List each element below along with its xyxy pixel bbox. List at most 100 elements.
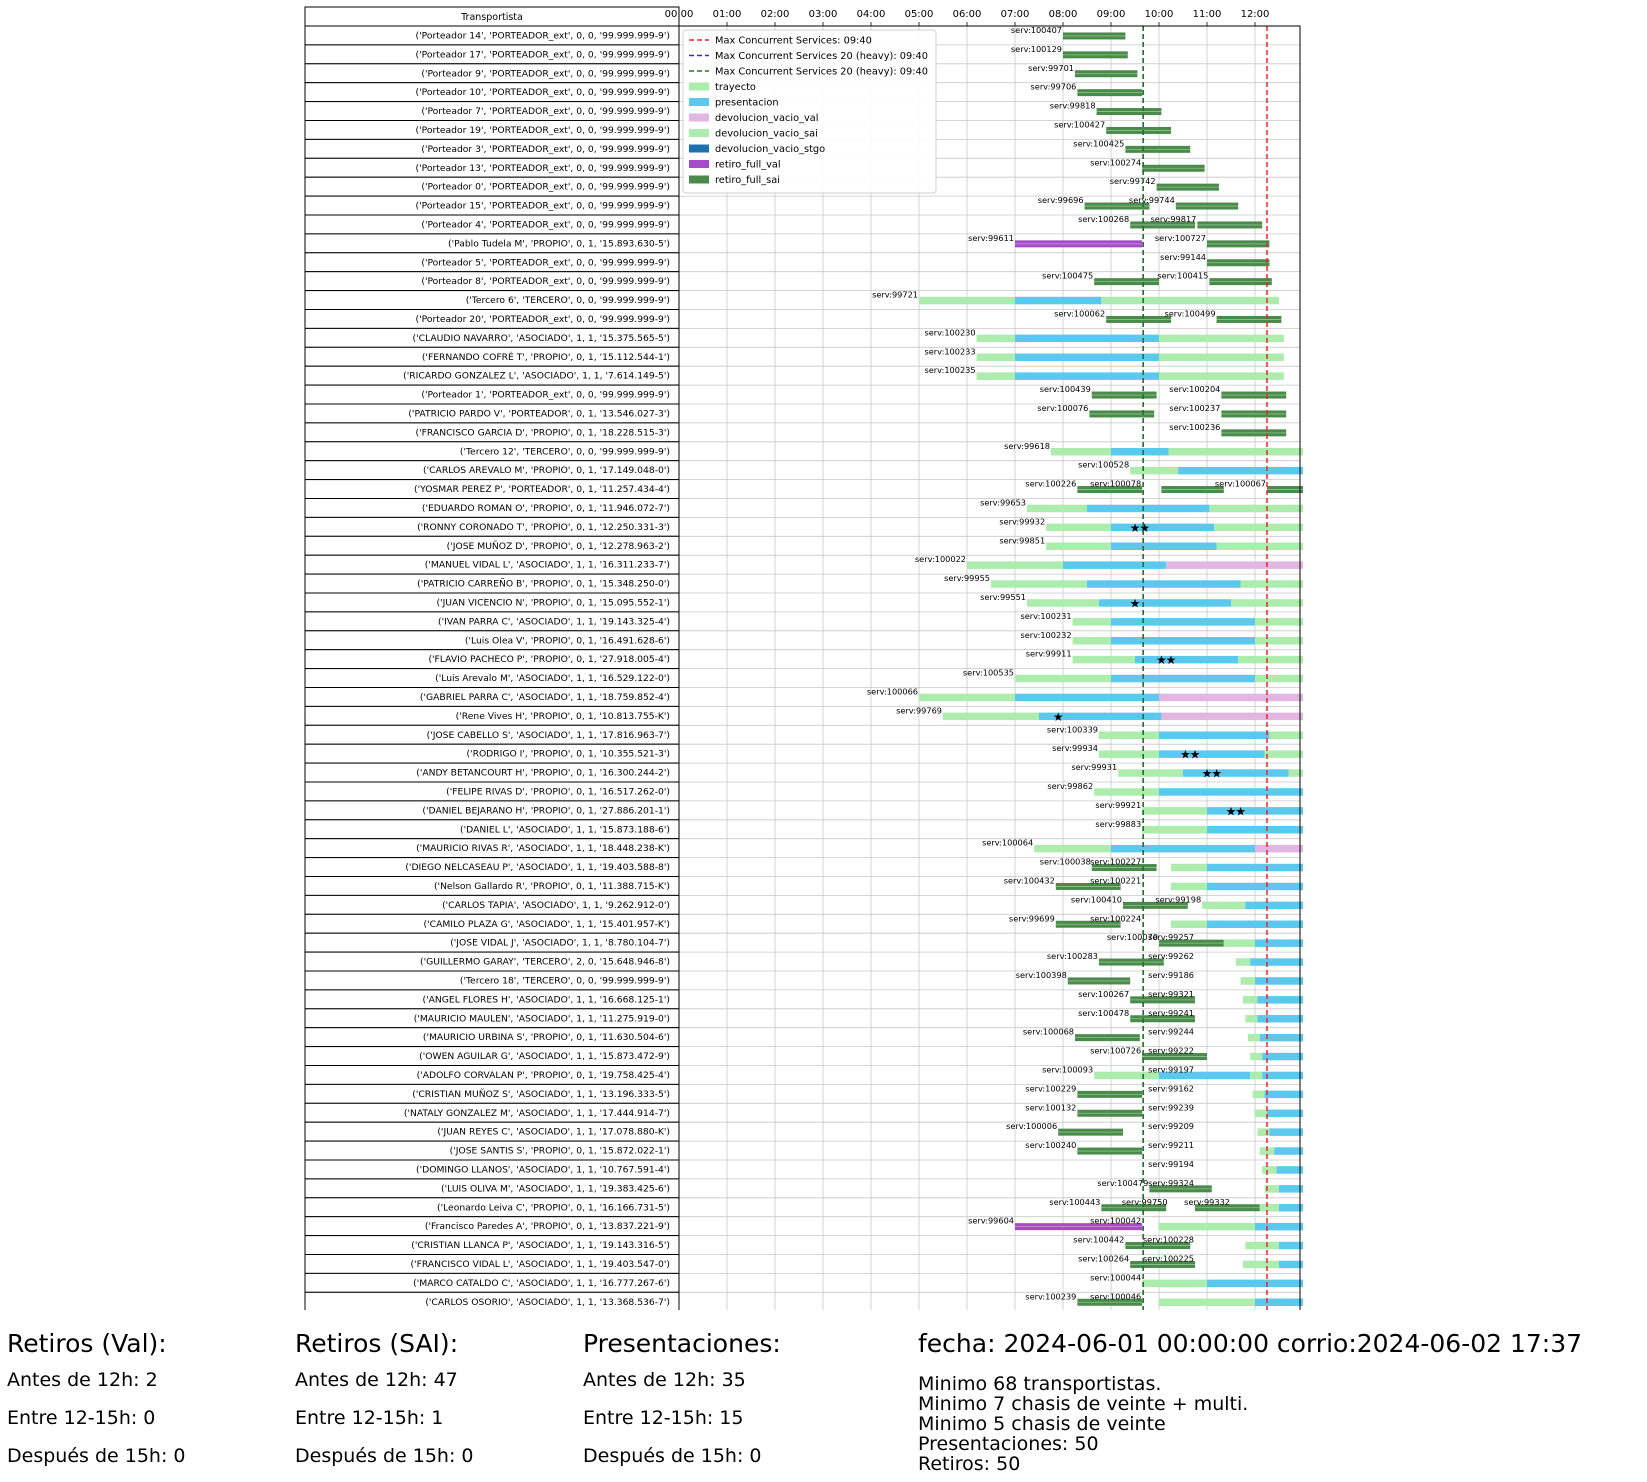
hour-tick-label: 08:00 [1049,9,1078,20]
gantt-bar-trayecto [1259,1204,1279,1212]
gantt-bar-trayecto [1046,542,1111,550]
service-label: serv:100132 [1025,1102,1076,1112]
gantt-bar-trayecto [1209,504,1303,513]
transportista-label: ('MARCO CATALDO C', 'ASOCIADO', 1, 1, '1… [413,1278,670,1289]
service-label: serv:100225 [1143,1253,1194,1263]
stats-presentaciones-antes: Antes de 12h: 35 [583,1369,746,1391]
service-label: serv:100078 [1090,479,1141,489]
service-label: serv:99955 [944,573,990,583]
service-label: serv:100224 [1090,913,1141,923]
gantt-bar-trayecto [943,712,1039,721]
transportista-label: ('Pablo Tudela M', 'PROPIO', 0, 1, '15.8… [448,238,670,249]
gantt-bar-trayecto [1142,826,1207,834]
gantt-bar-trayecto [1257,1128,1270,1136]
service-label: serv:100475 [1042,271,1093,281]
service-label: serv:99706 [1031,82,1077,92]
gantt-bar-trayecto [1264,1185,1279,1193]
gantt-bar-trayecto [1159,334,1284,343]
gantt-bar-trayecto [1094,788,1159,796]
service-label: serv:100478 [1078,1008,1129,1018]
transportista-label: ('Porteador 9', 'PORTEADOR_ext', 0, 0, '… [421,68,670,79]
service-label: serv:100432 [1004,875,1055,885]
gantt-bar-presentacion [1207,807,1303,815]
service-label: serv:100410 [1071,894,1122,904]
gantt-bar-presentacion [1264,1090,1303,1099]
service-label: serv:99551 [980,592,1026,602]
transportista-label: ('Porteador 13', 'PORTEADOR_ext', 0, 0, … [416,163,670,174]
service-label: serv:100442 [1073,1235,1124,1245]
service-label: serv:99239 [1148,1102,1194,1112]
gantt-bar-trayecto [1252,1090,1265,1099]
legend-entry-label: devolucion_vacio_sai [715,129,818,140]
gantt-bar-trayecto [1142,807,1207,815]
service-label: serv:100264 [1078,1253,1129,1263]
service-label: serv:99197 [1148,1064,1194,1074]
transportista-label: ('PATRICIO PARDO V', 'PORTEADOR', 0, 1, … [408,409,670,420]
service-label: serv:100062 [1054,308,1105,318]
service-label: serv:99604 [968,1216,1014,1226]
service-label: serv:100066 [867,686,918,696]
service-label: serv:99701 [1028,63,1074,73]
gantt-bar-trayecto [1027,599,1099,607]
gantt-bar-presentacion [1255,939,1303,947]
gantt-bar-presentacion [1159,788,1303,796]
gantt-bar-presentacion [1111,637,1255,645]
transportista-label: ('CRISTIAN MUÑOZ S', 'ASOCIADO', 1, 1, '… [412,1089,670,1100]
service-label: serv:100439 [1040,384,1091,394]
transportista-label: ('GUILLERMO GARAY', 'TERCERO', 2, 0, '15… [420,957,670,968]
gantt-bar-trayecto [1159,353,1284,361]
transportista-label: ('Porteador 10', 'PORTEADOR_ext', 0, 0, … [416,87,670,98]
transportista-label: ('MAURICIO RIVAS R', 'ASOCIADO', 1, 1, '… [416,843,670,854]
gantt-bar-trayecto [1159,372,1284,380]
transportista-label: ('Porteador 20', 'PORTEADOR_ext', 0, 0, … [416,314,670,325]
gantt-bar-presentacion [1111,844,1255,853]
transportista-label: ('Leonardo Leiva C', 'PROPIO', 0, 1, '16… [437,1202,670,1213]
transportista-label: ('Porteador 5', 'PORTEADOR_ext', 0, 0, '… [421,257,670,268]
legend-patch-swatch [689,129,709,137]
legend-patch-swatch [689,82,709,91]
legend-box [682,29,937,194]
service-label: serv:100443 [1049,1197,1100,1207]
hour-tick-label: 04:00 [857,9,886,20]
stats-presentaciones-despues: Después de 15h: 0 [583,1445,762,1467]
service-label: serv:100415 [1157,271,1208,281]
service-label: serv:99883 [1095,819,1141,829]
transportista-label: ('DIEGO NELCASEAU P', 'ASOCIADO', 1, 1, … [405,862,670,873]
gantt-bar-trayecto [1255,637,1303,645]
gantt-bar-trayecto [1034,844,1111,853]
gantt-bar-trayecto [1171,863,1207,872]
gantt-bar-trayecto [1072,637,1111,645]
service-label: serv:99818 [1050,101,1096,111]
gantt-bar-presentacion [1087,580,1241,588]
transportista-label: ('MAURICIO URBINA S', 'PROPIO', 0, 1, '1… [423,1032,670,1043]
gantt-bar-trayecto [1259,1147,1275,1155]
service-label: serv:99198 [1155,894,1201,904]
service-label: serv:100235 [925,365,976,375]
stats-retiros-sai-entre: Entre 12-15h: 1 [295,1407,444,1429]
gantt-bar-trayecto [1099,731,1159,739]
service-label: serv:100044 [1090,1272,1141,1282]
transportista-label: ('RONNY CORONADO T', 'PROPIO', 0, 1, '12… [417,522,670,533]
service-label: serv:100230 [925,327,976,337]
gantt-bar-trayecto [1223,939,1255,947]
hour-tick-label: 05:00 [905,9,934,20]
star-marker: ★ [1235,804,1246,818]
gantt-bar-presentacion [1255,1222,1303,1231]
star-marker: ★ [1053,710,1064,724]
stats-retiros-sai: Retiros (SAI): Antes de 12h: 47 Entre 12… [295,1328,474,1482]
gantt-bar-presentacion [1269,1128,1303,1136]
gantt-bar-trayecto [1235,958,1251,966]
gantt-bar-devolucion_vacio_val [1166,561,1303,569]
service-label: serv:100093 [1042,1064,1093,1074]
service-label: serv:100226 [1025,479,1076,489]
service-label: serv:100268 [1078,214,1129,224]
stats-retiros-val: Retiros (Val): Antes de 12h: 2 Entre 12-… [7,1328,186,1482]
hour-tick-label: 09:00 [1097,9,1126,20]
stats-summary-line: Minimo 5 chasis de veinte [918,1413,1166,1435]
service-label: serv:99742 [1110,176,1156,186]
stats-summary: fecha: 2024-06-01 00:00:00 corrio:2024-0… [918,1328,1582,1474]
transportista-label: ('Tercero 18', 'TERCERO', 0, 0, '99.999.… [460,976,670,987]
transportista-label: ('OWEN AGUILAR G', 'ASOCIADO', 1, 1, '15… [419,1051,670,1062]
service-label: serv:99911 [1026,649,1072,659]
gantt-bar-trayecto [1099,750,1159,758]
